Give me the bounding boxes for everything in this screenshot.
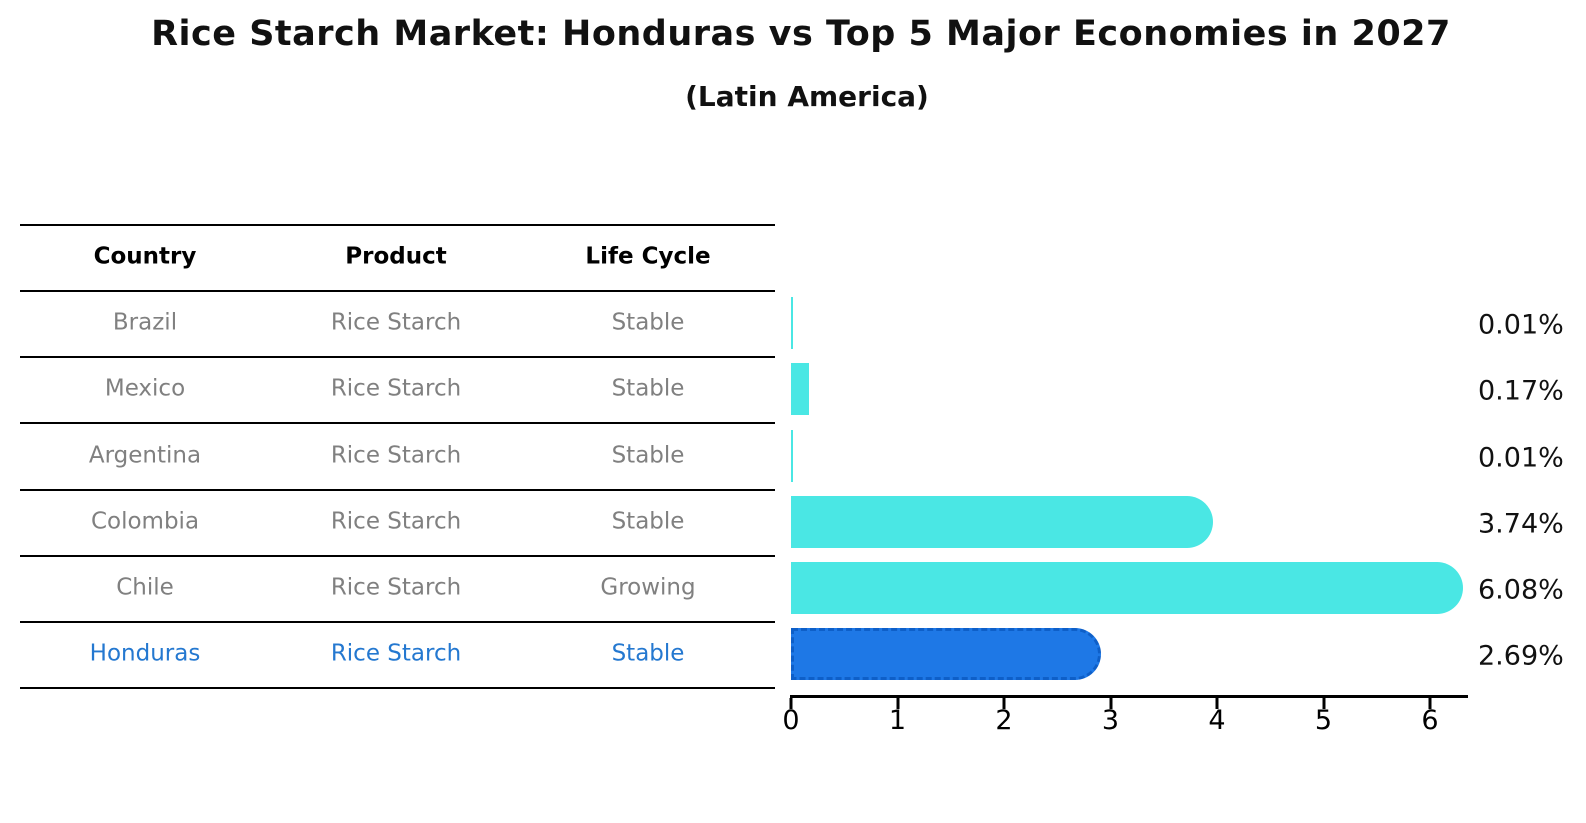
table-header-country: Country <box>93 243 197 270</box>
table-header-product: Product <box>345 243 447 270</box>
table-cell-brazil-1: Rice Starch <box>330 309 462 336</box>
table-cell-argentina-2: Stable <box>611 442 685 468</box>
table-cell-brazil-0: Brazil <box>112 309 178 336</box>
table-line-6 <box>20 621 775 623</box>
x-tick-0 <box>789 698 793 709</box>
table-line-5 <box>20 555 775 557</box>
table-line-4 <box>20 489 775 491</box>
value-label-argentina: 0.01% <box>1478 442 1564 473</box>
table-cell-colombia-2: Stable <box>611 508 685 535</box>
table-line-7 <box>20 687 775 689</box>
value-label-brazil: 0.01% <box>1478 309 1564 341</box>
table-line-0 <box>20 224 775 226</box>
chart-subtitle: (Latin America) <box>685 80 929 113</box>
x-tick-label-3: 3 <box>1101 705 1120 736</box>
x-tick-label-0: 0 <box>782 705 800 736</box>
table-cell-mexico-0: Mexico <box>104 375 186 402</box>
x-tick-label-1: 1 <box>888 705 907 736</box>
table-cell-mexico-1: Rice Starch <box>330 375 462 402</box>
table-cell-chile-1: Rice Starch <box>330 574 462 601</box>
bar-brazil <box>791 297 793 349</box>
x-tick-3 <box>1109 698 1112 709</box>
table-line-3 <box>20 422 775 424</box>
value-label-mexico: 0.17% <box>1478 375 1564 407</box>
table-cell-honduras-0: Honduras <box>89 640 201 667</box>
table-line-1 <box>20 290 775 292</box>
bar-mexico <box>791 363 809 415</box>
x-tick-label-5: 5 <box>1314 705 1333 736</box>
table-cell-brazil-2: Stable <box>611 309 685 336</box>
x-axis-line <box>790 695 1468 698</box>
bar-colombia <box>791 496 1213 548</box>
x-tick-label-4: 4 <box>1208 705 1226 736</box>
table-line-2 <box>20 356 775 358</box>
x-tick-label-6: 6 <box>1421 705 1439 736</box>
value-label-colombia: 3.74% <box>1478 508 1564 540</box>
x-tick-4 <box>1215 698 1219 709</box>
table-cell-chile-2: Growing <box>600 574 696 601</box>
chart-title: Rice Starch Market: Honduras vs Top 5 Ma… <box>151 14 1451 54</box>
value-label-chile: 6.08% <box>1478 574 1564 606</box>
table-cell-argentina-0: Argentina <box>88 442 202 468</box>
x-tick-label-2: 2 <box>995 705 1013 736</box>
x-tick-5 <box>1322 698 1325 709</box>
x-tick-2 <box>1002 698 1006 709</box>
table-cell-mexico-2: Stable <box>611 375 685 402</box>
bar-chile <box>791 562 1463 614</box>
table-cell-colombia-1: Rice Starch <box>330 508 462 535</box>
table-cell-honduras-2: Stable <box>611 640 685 667</box>
x-tick-1 <box>896 698 899 709</box>
table-cell-chile-0: Chile <box>116 574 174 601</box>
x-tick-6 <box>1428 698 1432 709</box>
table-cell-honduras-1: Rice Starch <box>330 640 462 667</box>
table-header-life-cycle: Life Cycle <box>585 243 711 270</box>
table-cell-colombia-0: Colombia <box>90 508 200 535</box>
table-cell-argentina-1: Rice Starch <box>330 442 462 468</box>
value-label-honduras: 2.69% <box>1478 640 1564 672</box>
bar-honduras <box>791 628 1101 680</box>
bar-argentina <box>791 429 793 482</box>
